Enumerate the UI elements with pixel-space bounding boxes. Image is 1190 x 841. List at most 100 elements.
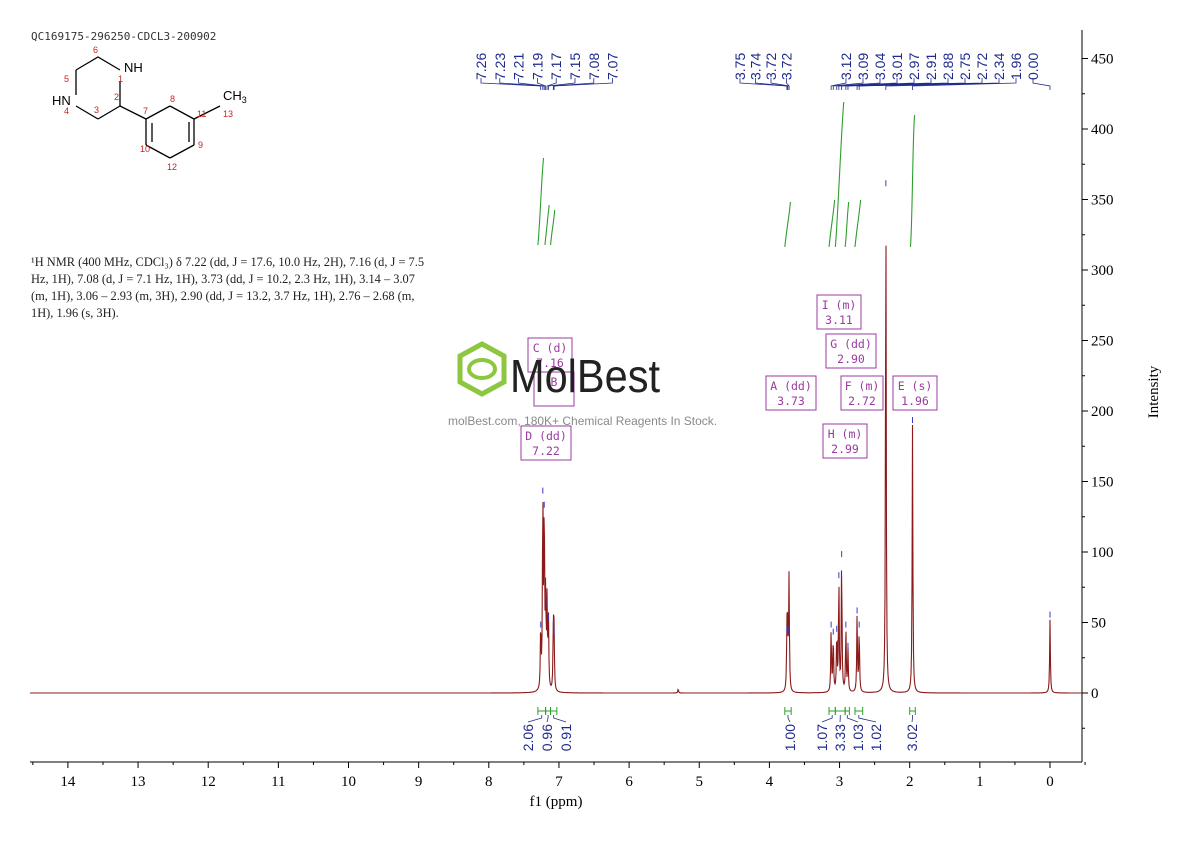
peak-label-leader — [546, 78, 557, 90]
peak-label-leader — [480, 78, 542, 90]
atom-number-1: 1 — [118, 74, 123, 84]
x-tick-label: 0 — [1046, 774, 1054, 790]
integral-leader — [821, 715, 833, 723]
atom-number-11: 11 — [197, 109, 206, 119]
x-tick-label: 10 — [341, 774, 356, 790]
y-tick-label: 100 — [1091, 545, 1114, 561]
peak-label-leader — [885, 78, 1000, 90]
atom-number-3: 3 — [94, 105, 99, 115]
x-tick-label: 11 — [271, 774, 285, 790]
x-tick-label: 7 — [555, 774, 563, 790]
multiplet-label: B — [551, 375, 558, 389]
integral-curve — [834, 101, 845, 248]
integral-curve — [544, 204, 550, 246]
atom-number-12: 12 — [167, 162, 177, 172]
peak-label: 2.34 — [991, 53, 1007, 80]
multiplet-label: A (dd) — [770, 379, 812, 393]
multiplet-label: C (d) — [533, 341, 568, 355]
nmr-description: ¹H NMR (400 MHz, CDCl₃) δ 7.22 (dd, J = … — [31, 255, 425, 320]
nh-top-label: NH — [124, 60, 143, 75]
multiplet-label: I (m) — [822, 298, 857, 312]
integral-value: 1.03 — [850, 724, 866, 751]
x-tick-label: 5 — [696, 774, 704, 790]
peak-label: 3.04 — [872, 53, 888, 80]
multiplet-box — [822, 423, 868, 459]
peak-label: 7.19 — [529, 53, 545, 80]
integral-leader — [546, 715, 549, 723]
multiplet-box — [816, 294, 862, 330]
atom-number-4: 4 — [64, 106, 69, 116]
integral-leader — [787, 715, 791, 723]
atom-number-9: 9 — [198, 140, 203, 150]
multiplet-shift: 7.16 — [536, 356, 564, 370]
x-tick-label: 8 — [485, 774, 493, 790]
peak-label: 2.91 — [923, 53, 939, 80]
y-tick-label: 300 — [1091, 263, 1114, 279]
spectrum-trace — [30, 245, 1082, 694]
peak-label: 7.26 — [473, 53, 489, 80]
x-tick-label: 6 — [625, 774, 633, 790]
multiplet-shift: 3.11 — [825, 313, 853, 327]
peak-label: 7.15 — [567, 53, 583, 80]
x-tick-label: 13 — [131, 774, 146, 790]
watermark-tagline: molBest.com, 180K+ Chemical Reagents In … — [448, 414, 718, 428]
multiplet-box — [527, 337, 573, 373]
peak-label: 7.21 — [511, 53, 527, 80]
peak-label-leader — [499, 78, 544, 90]
y-tick-label: 0 — [1091, 686, 1099, 702]
methyl-label: CH3 — [223, 88, 247, 105]
y-tick-label: 350 — [1091, 193, 1114, 209]
peak-label: 3.01 — [889, 53, 905, 80]
integral-value: 2.06 — [520, 724, 536, 751]
integral-value: 3.02 — [904, 724, 920, 751]
multiplet-shift: 2.90 — [837, 352, 865, 366]
peak-label-leader — [838, 78, 898, 90]
peak-label: 2.72 — [974, 53, 990, 80]
multiplet-box — [840, 375, 884, 411]
x-tick-label: 1 — [976, 774, 984, 790]
multiplet-box — [765, 375, 817, 411]
watermark-brand: MolBest — [510, 350, 660, 402]
integral-value: 1.02 — [868, 724, 884, 751]
peak-label: 3.12 — [838, 53, 854, 80]
peak-label: 3.74 — [748, 53, 764, 80]
multiplet-label: F (m) — [845, 379, 880, 393]
peak-label: 3.09 — [855, 53, 871, 80]
peak-label: 2.75 — [957, 53, 973, 80]
multiplet-label: D (dd) — [525, 429, 567, 443]
x-tick-label: 3 — [836, 774, 844, 790]
multiplet-shift: 1.96 — [901, 394, 929, 408]
integral-value: 0.96 — [539, 724, 555, 751]
integral-value: 3.33 — [832, 724, 848, 751]
y-tick-label: 150 — [1091, 475, 1114, 491]
y-axis-label: Intensity — [1146, 365, 1162, 418]
sample-id: QC169175-296250-CDCL3-200902 — [31, 30, 217, 43]
chemical-structure: NH HN CH3 1 2 3 4 5 6 7 8 9 10 11 12 13 — [52, 45, 247, 172]
peak-label: 7.23 — [492, 53, 508, 80]
integral-leader — [527, 715, 543, 723]
x-tick-label: 4 — [766, 774, 774, 790]
integral-curve — [784, 201, 791, 248]
x-axis-label: f1 (ppm) — [530, 794, 583, 810]
integral-leader — [858, 715, 877, 723]
peak-label-leader — [832, 78, 864, 90]
integral-leader — [911, 715, 913, 723]
x-tick-label: 9 — [415, 774, 423, 790]
y-tick-label: 450 — [1091, 52, 1114, 68]
y-tick-label: 50 — [1091, 616, 1106, 632]
atom-number-2: 2 — [114, 92, 119, 102]
multiplet-box — [825, 333, 877, 369]
integral-curve — [828, 199, 836, 248]
y-tick-label: 250 — [1091, 334, 1114, 350]
atom-number-7: 7 — [143, 106, 148, 116]
multiplet-shift: 2.99 — [831, 442, 859, 456]
peak-label: 2.88 — [940, 53, 956, 80]
y-tick-label: 400 — [1091, 122, 1114, 138]
peak-label-leader — [830, 78, 847, 90]
multiplet-label: E (s) — [898, 379, 933, 393]
integral-leader — [553, 715, 567, 723]
multiplet-label: H (m) — [828, 427, 863, 441]
integral-curve — [854, 199, 862, 248]
